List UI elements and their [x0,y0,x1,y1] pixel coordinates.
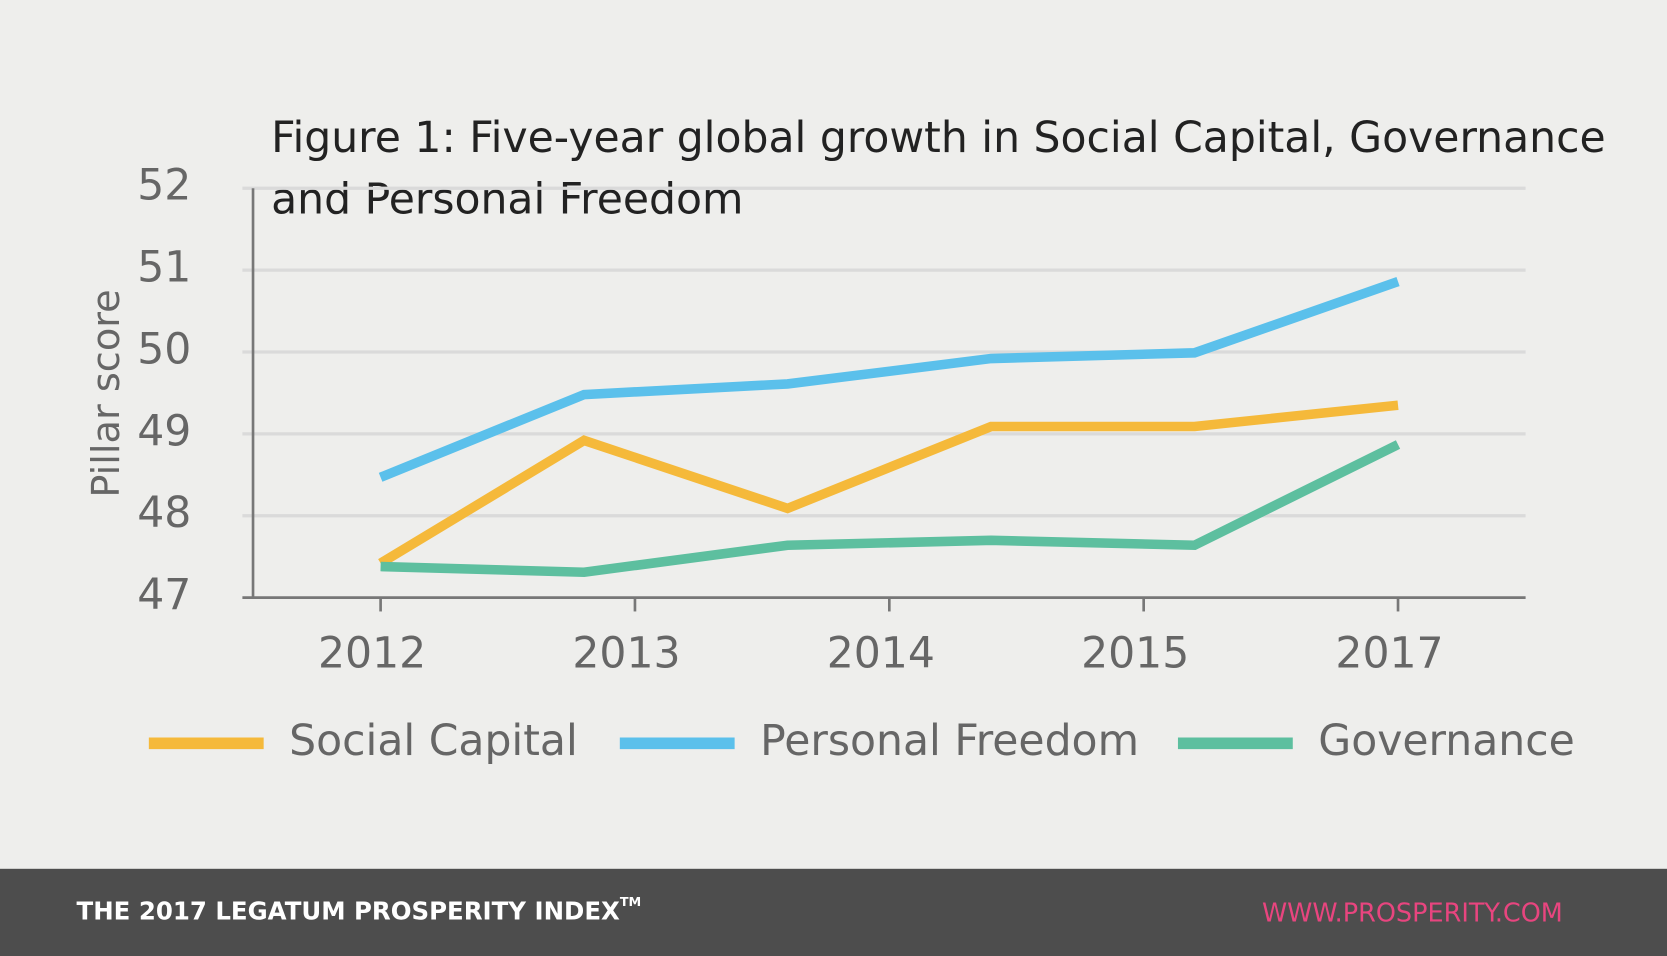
footer-title-text: THE 2017 LEGATUM PROSPERITY INDEX [77,896,620,925]
x-tick-label: 2017 [1335,630,1443,679]
y-tick-label: 48 [137,489,191,538]
footer-title: THE 2017 LEGATUM PROSPERITY INDEXTM [77,894,642,925]
y-tick-label: 49 [137,407,191,456]
y-tick-label: 51 [137,244,191,293]
series-line [380,440,1401,578]
x-tick-label: 2012 [318,630,426,679]
legend-label: Personal Freedom [760,717,1139,766]
footer-url: WWW.PROSPERITY.COM [1262,899,1563,929]
series-line [378,400,1399,568]
y-tick-label: 47 [137,571,191,620]
chart-title: Figure 1: Five-year global growth in Soc… [271,114,1606,163]
chart-title: and Personal Freedom [271,176,743,225]
y-axis-label: Pillar score [84,289,129,497]
y-tick-label: 50 [137,325,191,374]
y-tick-label: 52 [137,162,191,211]
x-tick-label: 2014 [827,630,935,679]
x-tick-label: 2013 [572,630,680,679]
legend-label: Social Capital [289,717,578,766]
legend-label: Governance [1318,717,1574,766]
series-line [378,277,1400,482]
trademark: TM [620,894,641,909]
footer-bar [0,868,1667,956]
x-tick-label: 2015 [1081,630,1189,679]
